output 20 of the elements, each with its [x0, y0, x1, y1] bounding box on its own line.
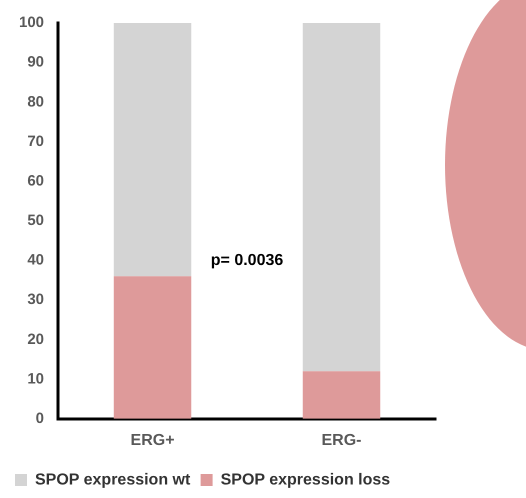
y-tick-label: 90: [27, 54, 44, 71]
y-tick-label: 40: [27, 252, 44, 269]
y-tick-label: 30: [27, 291, 44, 308]
y-tick-label: 0: [36, 410, 44, 427]
y-tick-label: 10: [27, 370, 44, 388]
y-tick-label: 60: [27, 172, 44, 190]
legend-label: SPOP expression wt: [35, 471, 191, 488]
legend-label: SPOP expression loss: [220, 471, 390, 488]
y-tick-label: 20: [27, 330, 44, 348]
y-tick-label: 70: [27, 132, 44, 150]
bar: [114, 276, 192, 419]
x-tick-label: ERG-: [322, 432, 362, 449]
y-tick-label: 100: [18, 14, 44, 32]
bar: [302, 23, 380, 372]
annotation: p= 0.0036: [210, 252, 284, 269]
bar: [302, 371, 380, 419]
x-tick-label: ERG+: [130, 432, 175, 449]
bar: [114, 23, 192, 276]
y-tick-label: 50: [27, 212, 44, 230]
y-tick-label: 80: [27, 93, 44, 110]
